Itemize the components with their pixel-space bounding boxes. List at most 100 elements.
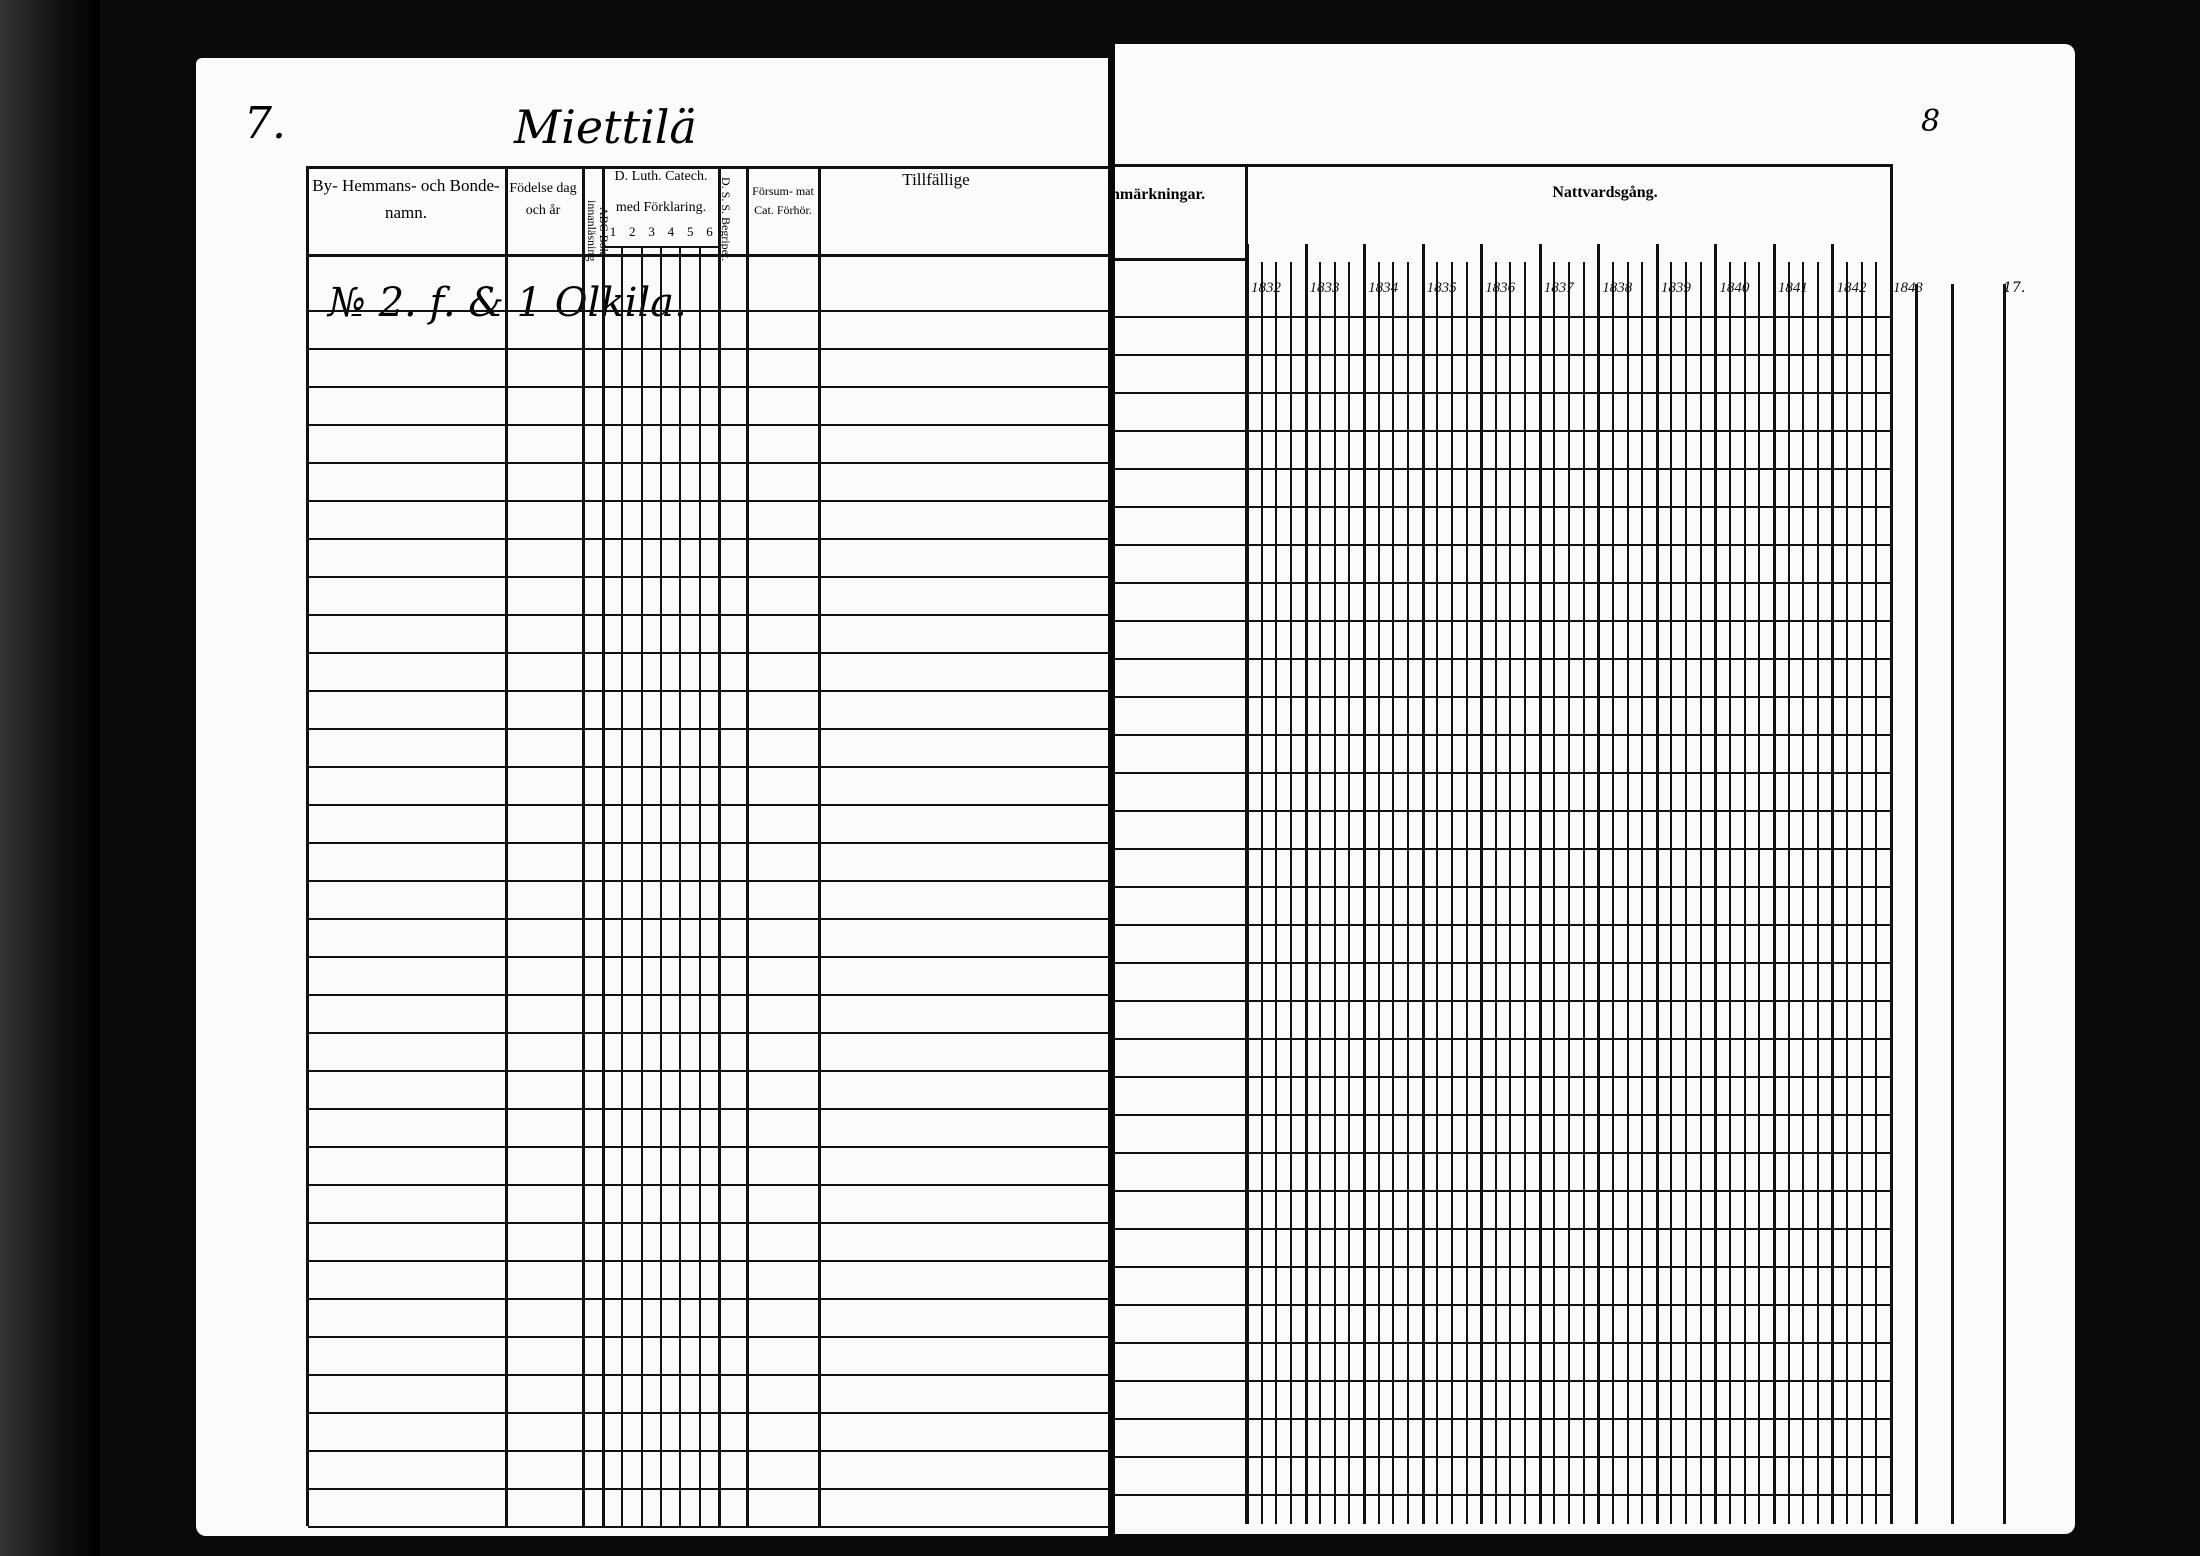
year-subcolumn-rule [1260, 262, 1263, 1524]
header-bottom-rule [1115, 258, 1245, 261]
year-label: 1837 [1543, 280, 1574, 296]
row-rule [1115, 430, 1893, 432]
row-rule [1115, 886, 1893, 888]
year-column-rule [1304, 244, 1308, 1524]
catech-subcolumn-label: 2 [629, 224, 636, 239]
row-rule [1115, 1076, 1893, 1078]
row-rule [308, 1488, 1108, 1490]
row-rule [308, 1108, 1108, 1110]
row-rule [308, 614, 1108, 616]
year-subcolumn-rule [1407, 262, 1409, 1524]
year-subcolumn-rule [1846, 262, 1849, 1524]
catech-subcolumn-label: 4 [667, 224, 675, 239]
row-rule [308, 766, 1108, 768]
row-rule [1115, 1456, 1893, 1458]
year-subcolumn-rule [1729, 262, 1731, 1524]
column-rule [306, 166, 309, 1526]
year-label: 1832 [1251, 280, 1281, 296]
year-subcolumn-rule [1626, 262, 1629, 1524]
year-subcolumn-rule [1743, 262, 1746, 1524]
row-rule [308, 1184, 1108, 1186]
year-label: 1834 [1368, 280, 1399, 296]
catech-subcolumn-rule [640, 248, 643, 1526]
extra-column-rule [2003, 284, 2006, 1524]
row-rule [308, 880, 1108, 882]
year-subcolumn-rule [1553, 262, 1556, 1524]
catech-subcolumn-label: 3 [648, 224, 655, 239]
header-name: By- Hemmans- och Bonde-namn. [312, 176, 500, 223]
row-rule [1115, 506, 1893, 508]
row-rule [1115, 1342, 1893, 1344]
year-column-rule [1714, 244, 1718, 1524]
row-rule [1115, 1114, 1893, 1116]
column-rule [582, 166, 585, 1526]
year-column-rule [1538, 244, 1542, 1524]
header-tillfallige: Tillfällige [902, 170, 970, 189]
catech-subcolumn-rule [659, 248, 662, 1526]
year-subcolumn-rule [1465, 262, 1468, 1524]
year-column-rule [1480, 244, 1484, 1524]
year-subcolumn-rule [1392, 262, 1395, 1524]
row-rule [1115, 544, 1893, 546]
header-catech: D. Luth. Catech. med Förklaring. [614, 169, 708, 215]
catech-sub-rule [602, 246, 718, 248]
row-rule [308, 804, 1108, 806]
catech-subcolumn-rule [679, 248, 682, 1526]
row-rule [1115, 620, 1893, 622]
row-rule [308, 462, 1108, 464]
year-label: 1842 [1836, 280, 1867, 296]
column-rule [718, 166, 721, 1526]
year-subcolumn-rule [1582, 262, 1585, 1524]
row-rule [1115, 1152, 1893, 1154]
row-rule [1115, 658, 1893, 660]
row-rule [1115, 962, 1893, 964]
row-rule [308, 1032, 1108, 1034]
year-subcolumn-rule [1289, 262, 1292, 1524]
row-rule [1115, 1266, 1893, 1268]
row-rule [1115, 1190, 1893, 1192]
row-rule [308, 310, 1108, 312]
scan-edge [0, 0, 100, 1556]
row-rule [1115, 1228, 1893, 1230]
year-column-rule [1772, 244, 1776, 1524]
year-subcolumn-rule [1509, 262, 1512, 1524]
year-column-rule [1655, 244, 1659, 1524]
header-birth: Födelse dag och år [509, 181, 577, 219]
year-label: 1839 [1660, 280, 1691, 296]
year-column-rule [1597, 244, 1601, 1524]
header-forsummat: Försum- mat Cat. Förhör. [752, 184, 814, 218]
row-rule [308, 728, 1108, 730]
catech-subcolumn-rule [621, 248, 624, 1526]
year-label: 1836 [1485, 280, 1516, 296]
right-page: 8 nmärkningar. Nattvardsgång. 17. 1832 18… [1111, 44, 2075, 1534]
catech-subcolumn-label: 1 [609, 224, 617, 239]
row-rule [1115, 1494, 1893, 1496]
row-rule [308, 500, 1108, 502]
row-rule [1115, 1000, 1893, 1002]
year-subcolumn-rule [1816, 262, 1819, 1524]
row-rule [1115, 468, 1893, 470]
margin-note: 17. [2003, 280, 2026, 296]
row-rule [308, 1450, 1108, 1452]
year-subcolumn-rule [1494, 262, 1497, 1524]
year-subcolumn-rule [1699, 262, 1702, 1524]
header-communion: Nattvardsgång. [1552, 184, 1658, 201]
row-rule [308, 1070, 1108, 1072]
catech-subcolumn-label: 5 [686, 224, 694, 239]
year-label: 1841 [1777, 280, 1808, 296]
row-rule [1115, 772, 1893, 774]
year-subcolumn-rule [1787, 262, 1790, 1524]
left-page: 7. Miettilä By- Hemmans- och Bonde-namn.… [196, 58, 1108, 1536]
year-subcolumn-rule [1524, 262, 1527, 1524]
row-rule [1115, 924, 1893, 926]
year-label: 1840 [1719, 280, 1750, 296]
year-column-rule [1421, 244, 1425, 1524]
extra-column-rule [1915, 284, 1918, 1524]
row-rule [1115, 810, 1893, 812]
catech-subcolumn-label: 6 [706, 224, 713, 239]
header-remarks: nmärkningar. [1111, 186, 1206, 203]
column-rule [746, 166, 749, 1526]
row-rule [1115, 848, 1893, 850]
row-rule [1115, 392, 1893, 394]
row-rule [308, 1298, 1108, 1300]
